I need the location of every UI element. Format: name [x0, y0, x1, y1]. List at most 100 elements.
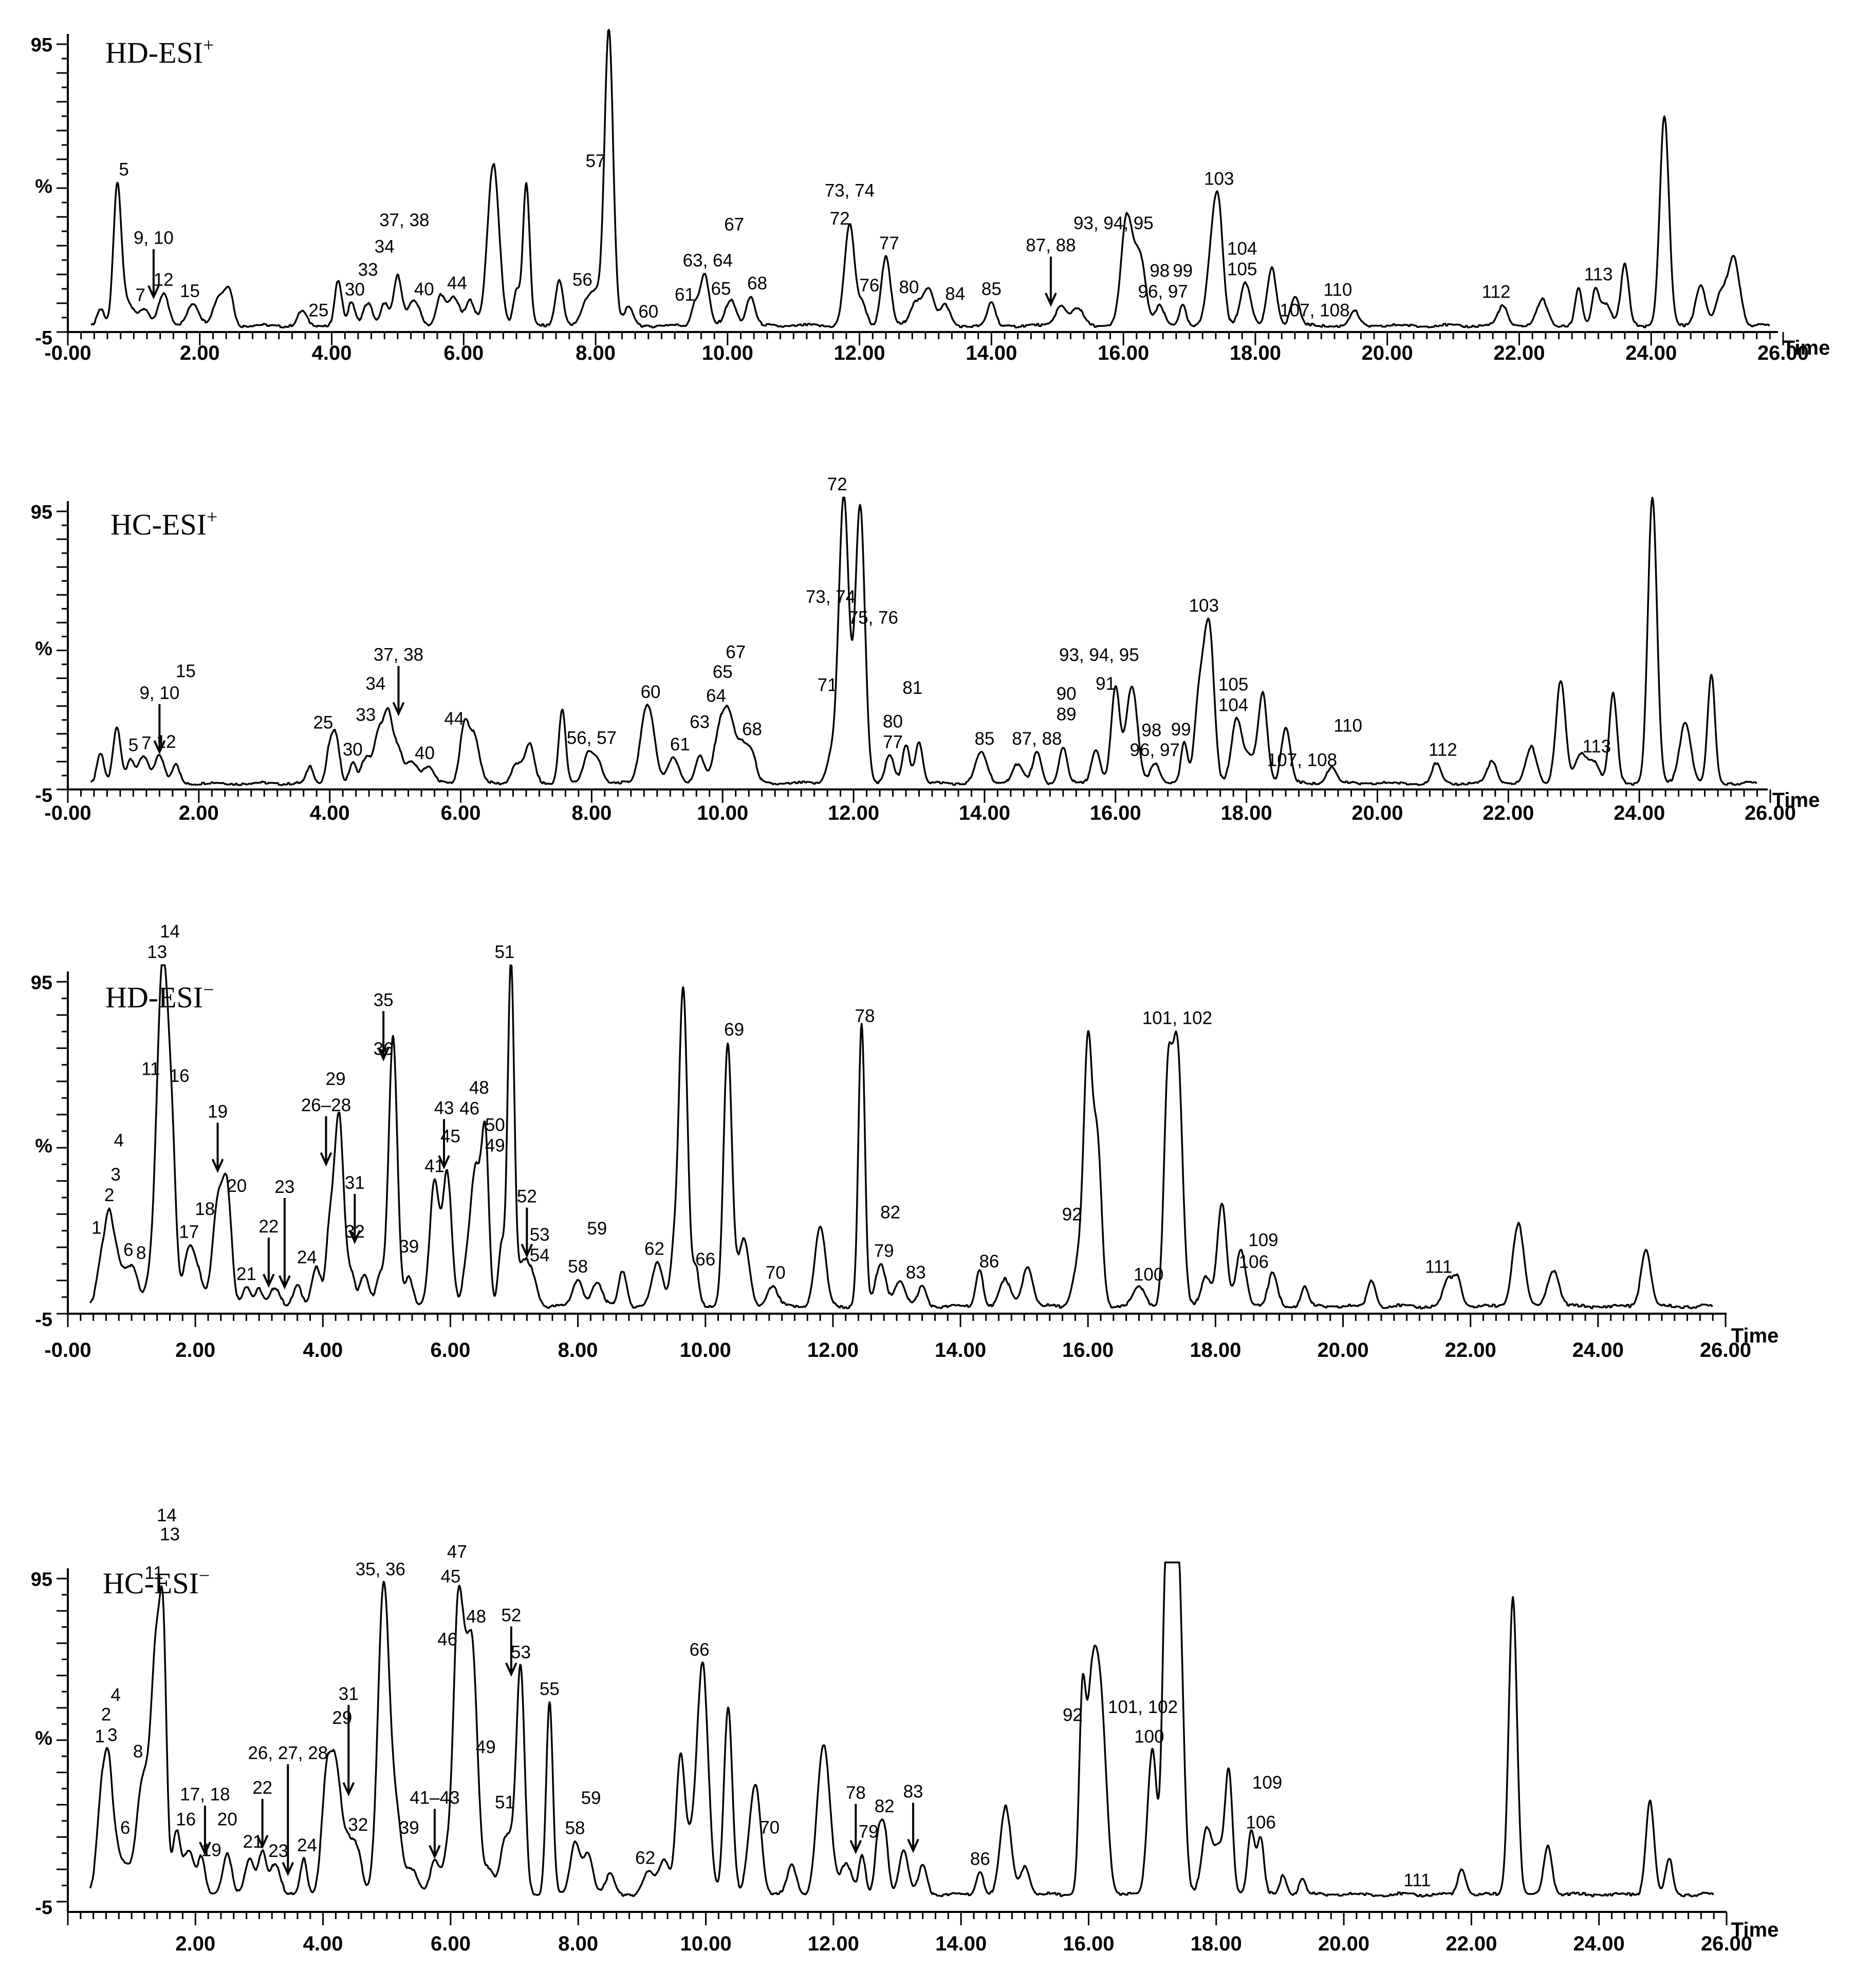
chromatogram-trace [90, 496, 1757, 786]
peak-label: 99 [1171, 720, 1191, 740]
peak-label: 31 [345, 1173, 365, 1193]
x-tick-label: 8.00 [558, 1339, 598, 1361]
x-tick-label: 6.00 [431, 1339, 471, 1361]
panel-title-superscript: + [203, 34, 214, 56]
peak-label: 111 [1425, 1257, 1452, 1277]
x-tick-label: 12.00 [807, 1339, 859, 1361]
x-tick-label: 10.00 [702, 342, 753, 364]
peak-label: 51 [495, 1792, 515, 1812]
peak-label: 65 [713, 662, 733, 682]
peak-label: 11 [141, 1059, 160, 1079]
peak-label: 87, 88 [1012, 729, 1062, 749]
peak-label: 20 [227, 1176, 247, 1196]
x-tick-label: 16.00 [1090, 802, 1141, 824]
x-tick-label: 12.00 [828, 802, 879, 824]
peak-label: 7 [141, 733, 151, 753]
peak-label: 57 [586, 151, 606, 171]
peak-label: 69 [724, 1020, 744, 1040]
peak-label: 110 [1333, 716, 1362, 736]
peak-label: 22 [252, 1778, 272, 1798]
peak-label: 15 [180, 281, 200, 301]
peak-label: 53 [530, 1225, 550, 1245]
peak-label: 70 [766, 1263, 786, 1283]
peak-label: 6 [123, 1240, 133, 1260]
x-tick-label: 10.00 [680, 1932, 731, 1955]
peak-label: 78 [846, 1783, 866, 1803]
peak-label: 60 [641, 682, 661, 702]
annotation-arrowhead [282, 1862, 294, 1876]
peak-label: 96, 97 [1130, 740, 1180, 760]
peak-label: 4 [110, 1685, 120, 1705]
peak-label: 73, 74 [806, 587, 856, 607]
x-tick-label: 18.00 [1221, 802, 1272, 824]
x-tick-label: 22.00 [1445, 1339, 1496, 1361]
peak-label: 89 [1057, 705, 1077, 725]
chromatogram-trace [90, 29, 1770, 329]
peak-label: 104 [1227, 239, 1257, 259]
x-tick-label: 10.00 [697, 802, 748, 824]
x-tick-label: 18.00 [1191, 1932, 1242, 1955]
panel-title: HC-ESI− [103, 1565, 210, 1600]
peak-label: 43 [434, 1098, 454, 1118]
x-tick-label: 4.00 [303, 1339, 343, 1361]
peak-label: 61 [670, 734, 690, 754]
peak-label: 30 [345, 280, 365, 300]
x-tick-label: 10.00 [680, 1339, 731, 1361]
panel-title: HC-ESI+ [110, 506, 217, 541]
peak-label: 1 [91, 1218, 101, 1238]
peak-label: 24 [297, 1247, 317, 1267]
peak-label: 85 [981, 279, 1002, 299]
x-tick-label: 18.00 [1230, 342, 1281, 364]
peak-label: 53 [511, 1642, 531, 1662]
x-tick-label: 20.00 [1362, 342, 1413, 364]
peak-label: 66 [690, 1640, 710, 1660]
x-tick-label: 8.00 [576, 342, 616, 364]
peak-label: 113 [1582, 737, 1611, 757]
peak-label: 54 [530, 1245, 550, 1265]
peak-label: 65 [711, 279, 731, 299]
peak-label: 2 [101, 1705, 111, 1725]
peak-label: 68 [747, 273, 767, 293]
peak-label: 112 [1429, 740, 1457, 760]
peak-label: 23 [274, 1177, 294, 1197]
peak-label: 82 [880, 1203, 900, 1223]
x-tick-label: 26.00 [1701, 1932, 1752, 1955]
peak-label: 80 [899, 278, 919, 298]
peak-label: 25 [313, 712, 333, 732]
panel-title: HD-ESI+ [105, 34, 214, 69]
x-ticks: -0.00 2.00 4.00 6.00 8.00 10.00 12.00 14.00 16.0… [44, 789, 1796, 824]
peak-label: 86 [970, 1849, 990, 1869]
peak-label: 8 [133, 1741, 143, 1761]
annotation-arrowhead [147, 285, 160, 300]
x-tick-label: 4.00 [303, 1932, 343, 1955]
x-tick-label: -0.00 [44, 1339, 91, 1361]
x-tick-label: -0.00 [44, 802, 91, 824]
x-tick-label: 16.00 [1062, 1339, 1114, 1361]
peak-label: 56, 57 [567, 728, 617, 748]
x-tick-label: 24.00 [1572, 1339, 1624, 1361]
peak-label: 25 [308, 301, 328, 321]
peak-label: 52 [501, 1606, 521, 1626]
peak-label: 15 [176, 661, 196, 681]
peak-label: 12 [156, 732, 176, 752]
peak-label: 40 [415, 743, 435, 763]
peak-label: 93, 94, 95 [1073, 213, 1154, 233]
peak-label: 3 [110, 1165, 120, 1185]
y-tick-label: % [35, 1728, 52, 1750]
annotation-arrowhead [429, 1845, 441, 1860]
peak-label: 93, 94, 95 [1059, 645, 1139, 665]
y-tick-label: 95 [31, 1569, 52, 1590]
peak-label: 79 [874, 1241, 894, 1261]
peak-label: 63 [690, 712, 710, 732]
y-tick-label: % [35, 176, 52, 197]
x-tick-label: 20.00 [1351, 802, 1403, 824]
peak-label: 46 [437, 1629, 457, 1649]
peak-label: 105 [1227, 260, 1257, 280]
peak-label: 13 [147, 942, 167, 962]
x-tick-label: 2.00 [179, 802, 219, 824]
peak-label: 96, 97 [1138, 282, 1188, 302]
peak-label: 100 [1134, 1264, 1163, 1284]
peak-label: 19 [201, 1840, 221, 1860]
panel-title-base: HD-ESI [105, 981, 203, 1014]
